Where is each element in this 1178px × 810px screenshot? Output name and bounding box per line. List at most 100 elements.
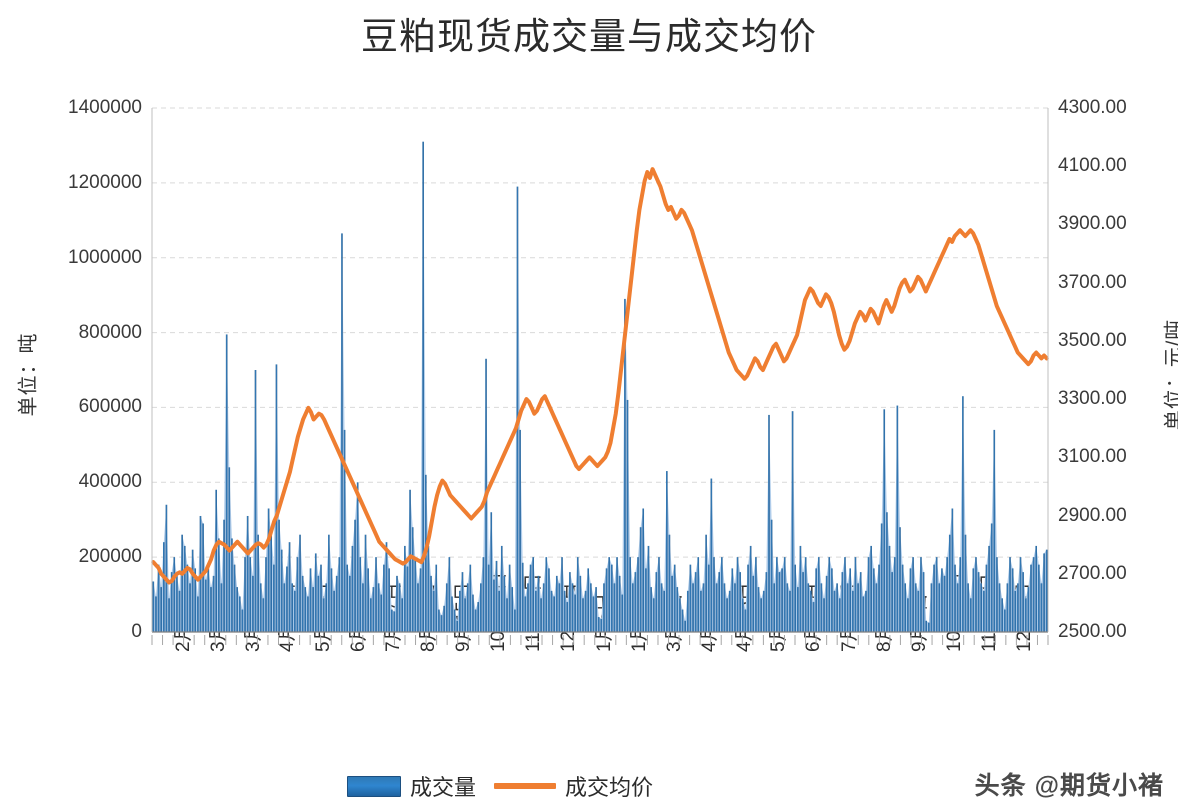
volume-bar xyxy=(563,590,566,632)
volume-bar xyxy=(157,564,160,632)
volume-bar xyxy=(249,557,252,632)
chart-title: 豆粕现货成交量与成交均价 xyxy=(361,16,817,57)
legend-item-avg-price[interactable]: 成交均价 xyxy=(494,770,653,802)
volume-bar xyxy=(291,583,293,632)
volume-bar xyxy=(176,575,178,632)
volume-bar xyxy=(584,590,587,632)
legend-label-volume: 成交量 xyxy=(409,775,476,800)
volume-bar xyxy=(652,598,655,632)
volume-bar xyxy=(1017,583,1019,632)
left-axis-tick-label: 1000000 xyxy=(68,246,142,268)
volume-bar xyxy=(380,594,383,632)
volume-bar xyxy=(799,545,802,632)
left-axis-tick-label: 600000 xyxy=(78,396,142,418)
volume-bar xyxy=(411,527,414,632)
volume-bar xyxy=(155,596,157,632)
volume-bar xyxy=(341,233,343,632)
volume-bar xyxy=(178,590,181,632)
volume-bar xyxy=(181,534,183,632)
volume-bar xyxy=(385,542,388,632)
volume-bar xyxy=(718,572,720,632)
volume-bar xyxy=(616,557,618,632)
volume-bar xyxy=(728,590,731,632)
volume-bar xyxy=(875,583,878,632)
volume-bar xyxy=(605,568,608,632)
volume-bar xyxy=(516,186,519,632)
volume-bar xyxy=(912,557,914,632)
volume-bar xyxy=(537,575,540,632)
volume-bar xyxy=(275,364,278,632)
volume-bar xyxy=(474,609,477,632)
volume-bar xyxy=(841,572,844,632)
volume-bar xyxy=(419,568,422,632)
volume-bar xyxy=(571,583,574,632)
left-axis-title: 单位：吨 xyxy=(17,332,40,417)
volume-bar xyxy=(613,583,616,632)
volume-bar xyxy=(647,545,650,632)
volume-bar xyxy=(928,622,930,632)
volume-bar xyxy=(762,590,765,632)
volume-bar xyxy=(162,542,165,632)
volume-bar xyxy=(532,557,534,632)
volume-bar xyxy=(265,557,267,632)
volume-bar xyxy=(548,568,550,632)
volume-bar xyxy=(637,557,639,632)
volume-bar xyxy=(343,429,346,632)
right-axis-tick-label: 4100.00 xyxy=(1058,155,1127,177)
left-axis-tick-label: 800000 xyxy=(78,321,142,343)
volume-bar xyxy=(330,568,333,632)
volume-bar xyxy=(823,598,825,632)
volume-bar xyxy=(1009,557,1011,632)
volume-bar xyxy=(1030,564,1032,632)
volume-bar xyxy=(896,405,899,632)
volume-bar xyxy=(545,557,548,632)
legend-item-volume[interactable]: 成交量 xyxy=(346,770,476,802)
right-axis-tick-label: 2900.00 xyxy=(1058,504,1127,526)
volume-bar xyxy=(975,557,977,632)
volume-bar xyxy=(270,534,272,632)
volume-bar xyxy=(948,534,951,632)
volume-bar xyxy=(1045,549,1048,632)
volume-bar xyxy=(951,508,954,632)
volume-bar xyxy=(993,429,996,632)
volume-bar xyxy=(760,598,762,632)
right-axis-tick-label: 3900.00 xyxy=(1058,213,1127,235)
volume-bar xyxy=(634,572,637,632)
volume-bar xyxy=(930,583,933,632)
volume-bar xyxy=(663,590,665,632)
volume-bar xyxy=(364,534,367,632)
volume-bar xyxy=(739,572,741,632)
volume-bar xyxy=(878,564,880,632)
volume-bar xyxy=(569,572,571,632)
volume-bar xyxy=(417,583,419,632)
volume-bar xyxy=(731,568,734,632)
volume-bar xyxy=(466,583,469,632)
volume-bar xyxy=(587,568,590,632)
volume-bar xyxy=(631,583,634,632)
volume-bar xyxy=(252,575,254,632)
volume-bar xyxy=(464,598,466,632)
volume-bar xyxy=(207,568,210,632)
volume-bar xyxy=(262,598,265,632)
volume-bar xyxy=(333,590,335,632)
volume-bar xyxy=(472,594,474,632)
volume-bar xyxy=(595,587,597,632)
volume-bar xyxy=(398,583,401,632)
volume-bar xyxy=(962,396,964,632)
volume-bar xyxy=(990,523,993,632)
volume-bar xyxy=(393,611,396,632)
volume-bar xyxy=(783,557,786,632)
volume-bar xyxy=(694,572,697,632)
volume-bar xyxy=(707,564,710,632)
volume-bar xyxy=(854,557,857,632)
volume-bar xyxy=(233,564,236,632)
volume-bar xyxy=(582,598,584,632)
volume-bar xyxy=(899,527,901,632)
left-axis-tick-label: 200000 xyxy=(78,546,142,568)
volume-bar xyxy=(438,609,440,632)
volume-bar xyxy=(1043,553,1045,632)
right-axis-tick-label: 3500.00 xyxy=(1058,329,1127,351)
volume-bar xyxy=(236,587,238,632)
volume-bar xyxy=(676,587,679,632)
volume-bar xyxy=(668,534,671,632)
